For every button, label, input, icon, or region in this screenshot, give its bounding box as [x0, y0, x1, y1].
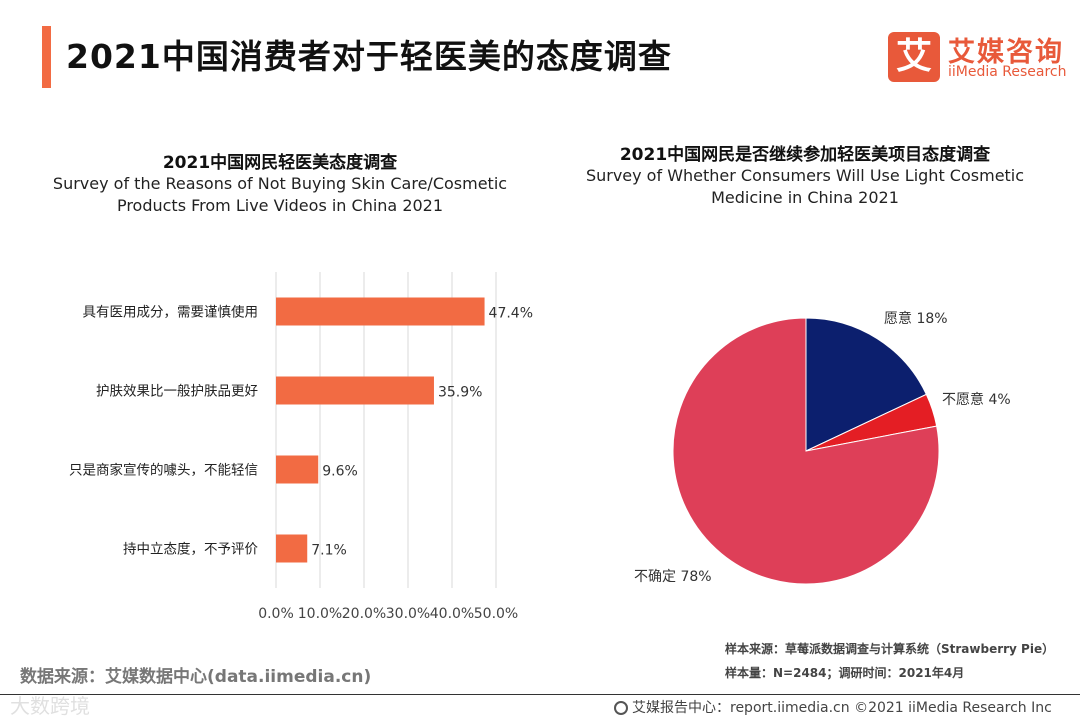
sample-source-note: 样本来源：草莓派数据调查与计算系统（Strawberry Pie） — [725, 642, 1055, 656]
right-chart-title-en-1: Survey of Whether Consumers Will Use Lig… — [585, 166, 1025, 185]
bar-value-label: 9.6% — [322, 464, 358, 480]
logo-mark: 艾 — [888, 32, 940, 82]
bar-chart: 0.0% 10.0% 20.0% 30.0% 40.0% 50.0% 具有医用成分，需要谨慎… — [69, 272, 533, 622]
globe-icon — [614, 701, 628, 715]
logo-chinese-name: 艾媒咨询 — [948, 37, 1064, 68]
x-tick-label: 0.0% — [258, 606, 294, 622]
left-chart-title: 2021中国网民轻医美态度调查 Survey of the Reasons of… — [20, 148, 540, 217]
logo-english-name: iiMedia Research — [948, 64, 1067, 80]
left-chart-title-en-2: Products From Live Videos in China 2021 — [116, 196, 444, 215]
bar — [276, 297, 485, 326]
sample-size-note: 样本量：N=2484；调研时间：2021年4月 — [725, 666, 965, 680]
x-tick-label: 30.0% — [386, 606, 430, 622]
category-label: 具有医用成分，需要谨慎使用 — [83, 304, 259, 321]
category-label: 持中立态度，不予评价 — [123, 542, 258, 558]
category-label: 护肤效果比一般护肤品更好 — [96, 384, 258, 400]
left-chart-title-cn: 2021中国网民轻医美态度调查 — [162, 153, 398, 173]
pie-slice-label: 不确定 78% — [634, 569, 712, 585]
left-chart-title-en-1: Survey of the Reasons of Not Buying Skin… — [52, 174, 508, 193]
x-tick-label: 40.0% — [430, 606, 474, 622]
right-chart-title: 2021中国网民是否继续参加轻医美项目态度调查 Survey of Whethe… — [560, 140, 1050, 209]
pie-chart: 愿意 18% 不愿意 4% 不确定 78% — [634, 310, 1011, 585]
right-chart-title-en-2: Medicine in China 2021 — [711, 188, 899, 207]
page-title: 2021中国消费者对于轻医美的态度调查 — [66, 37, 672, 76]
pie-slice — [805, 317, 928, 452]
bar — [276, 376, 434, 405]
x-tick-label: 50.0% — [474, 606, 518, 622]
footer: 艾媒报告中心：report.iimedia.cn ©2021 iiMedia R… — [614, 697, 1052, 717]
watermark: 大数跨境 — [10, 694, 90, 718]
x-tick-label: 20.0% — [342, 606, 386, 622]
data-source: 数据来源：艾媒数据中心(data.iimedia.cn) — [20, 667, 372, 687]
x-tick-label: 10.0% — [298, 606, 342, 622]
footer-text: 艾媒报告中心：report.iimedia.cn ©2021 iiMedia R… — [632, 700, 1052, 716]
pie-slice-label: 不愿意 4% — [942, 391, 1011, 408]
pie-slice — [672, 317, 940, 585]
iimedia-logo: 艾 艾媒咨询 iiMedia Research — [888, 32, 1068, 84]
footer-divider — [0, 694, 1080, 695]
right-chart-title-cn: 2021中国网民是否继续参加轻医美项目态度调查 — [619, 145, 991, 165]
title-accent-bar — [42, 26, 51, 88]
bar — [276, 534, 308, 563]
bar-value-label: 35.9% — [438, 385, 482, 401]
pie-slice-label: 愿意 18% — [884, 310, 948, 327]
bar-value-label: 47.4% — [489, 306, 533, 322]
category-label: 只是商家宣传的噱头，不能轻信 — [69, 462, 258, 479]
bar-value-label: 7.1% — [311, 543, 347, 559]
bar — [276, 455, 319, 484]
